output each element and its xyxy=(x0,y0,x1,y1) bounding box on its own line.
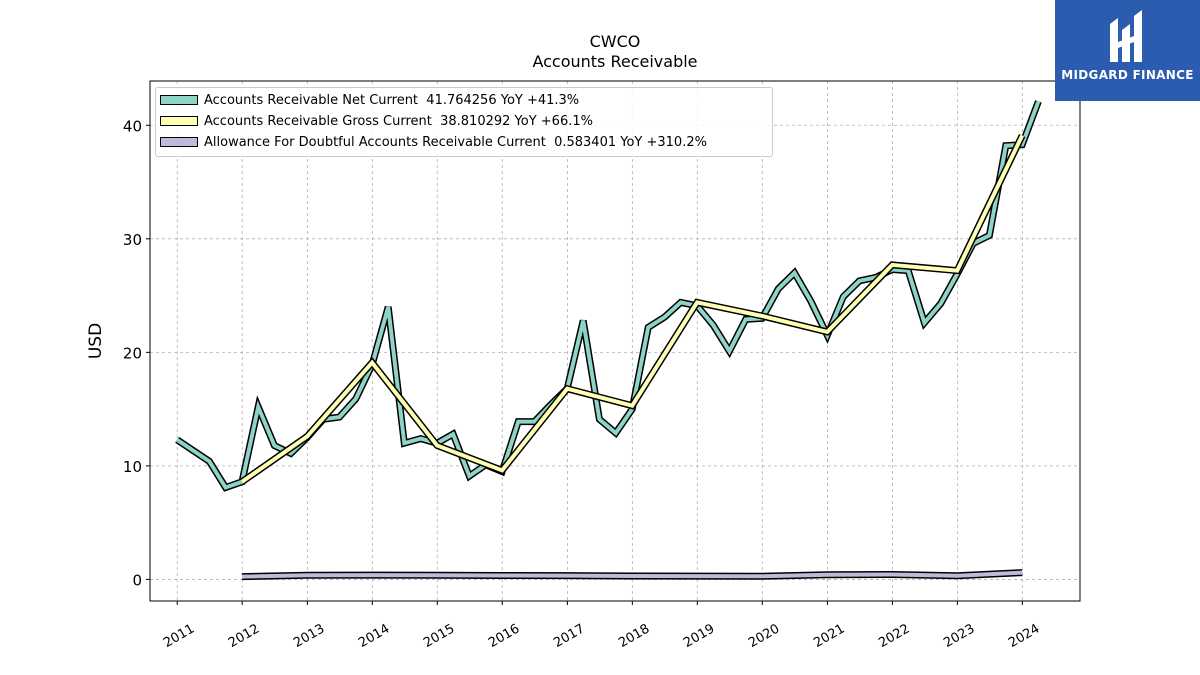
grid-lines xyxy=(150,81,1080,601)
series-lines xyxy=(175,100,1042,581)
y-axis: 0 10 20 30 40 xyxy=(123,117,150,589)
legend: Accounts Receivable Net Current 41.76425… xyxy=(155,87,773,157)
series-line-2 xyxy=(241,570,1023,579)
x-tick-label: 2013 xyxy=(291,621,327,651)
series-line-1 xyxy=(240,134,1025,484)
brand-logo: MIDGARD FINANCE xyxy=(1055,0,1200,101)
series-line-outline-0 xyxy=(175,100,1042,492)
x-tick-label: 2022 xyxy=(876,621,912,651)
x-tick-label: 2020 xyxy=(746,621,782,651)
y-tick-label: 10 xyxy=(123,458,142,476)
x-tick-label: 2018 xyxy=(616,621,652,651)
legend-label-allowance: Allowance For Doubtful Accounts Receivab… xyxy=(204,134,707,150)
y-tick-label: 30 xyxy=(123,231,142,249)
x-tick-label: 2014 xyxy=(356,621,392,651)
x-tick-label: 2012 xyxy=(226,621,262,651)
x-axis: 2011 2012 2013 2014 2015 2016 2017 2018 2019 2020… xyxy=(161,601,1042,651)
x-tick-label: 2015 xyxy=(421,621,457,651)
y-tick-label: 40 xyxy=(123,117,142,135)
chart-title: CWCO xyxy=(589,32,641,51)
x-tick-label: 2019 xyxy=(681,621,717,651)
legend-item-allowance: Allowance For Doubtful Accounts Receivab… xyxy=(160,133,707,151)
legend-label-gross-current: Accounts Receivable Gross Current 38.810… xyxy=(204,113,593,129)
y-tick-label: 20 xyxy=(123,344,142,362)
legend-swatch-net-current xyxy=(160,95,198,105)
midgard-logo-icon xyxy=(1110,10,1142,62)
x-tick-label: 2017 xyxy=(551,621,587,651)
y-tick-label: 0 xyxy=(132,571,142,589)
x-tick-label: 2023 xyxy=(941,621,977,651)
series-line-0 xyxy=(175,100,1041,490)
x-tick-label: 2021 xyxy=(811,621,847,651)
brand-name: MIDGARD FINANCE xyxy=(1061,68,1194,82)
legend-swatch-gross-current xyxy=(160,116,198,126)
plot-frame xyxy=(149,80,1081,602)
legend-swatch-allowance xyxy=(160,137,198,147)
legend-item-gross-current: Accounts Receivable Gross Current 38.810… xyxy=(160,112,593,130)
x-tick-label: 2024 xyxy=(1006,621,1042,651)
legend-item-net-current: Accounts Receivable Net Current 41.76425… xyxy=(160,91,579,109)
chart-subtitle: Accounts Receivable xyxy=(532,52,698,71)
y-axis-label: USD xyxy=(86,323,106,359)
x-tick-label: 2011 xyxy=(161,621,197,651)
legend-label-net-current: Accounts Receivable Net Current 41.76425… xyxy=(204,92,580,108)
x-tick-label: 2016 xyxy=(486,621,522,651)
